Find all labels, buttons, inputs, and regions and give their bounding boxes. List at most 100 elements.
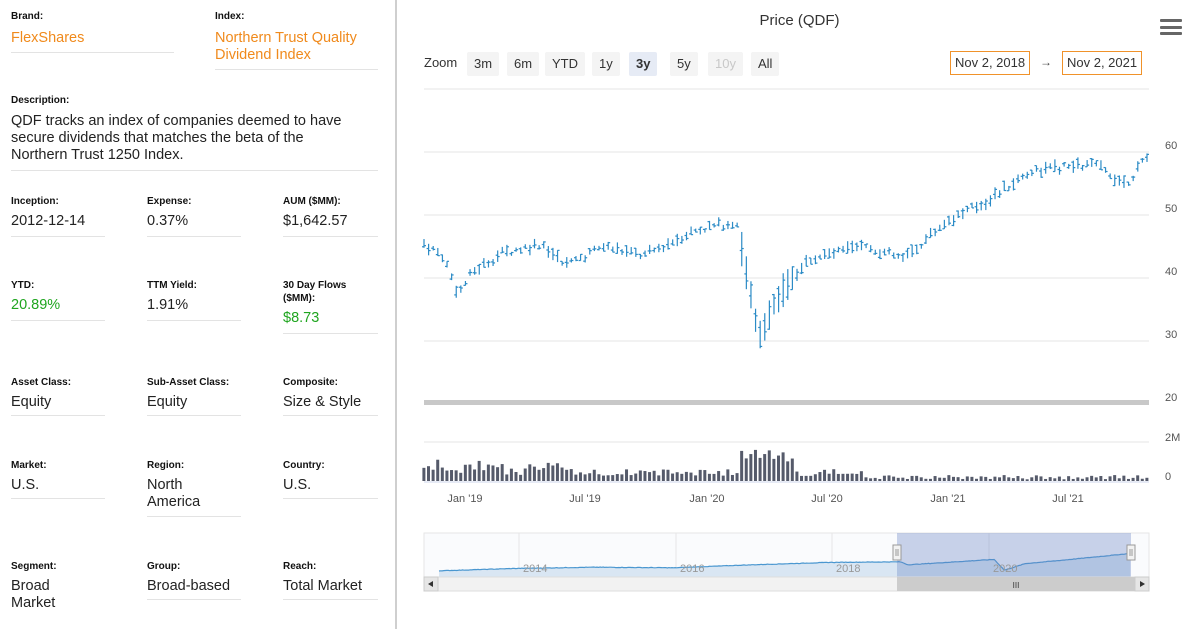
scrollbar-grip-icon[interactable]: III (1013, 581, 1020, 590)
volume-bar (680, 473, 684, 481)
volume-bar (790, 458, 794, 481)
y-tick-label-40: 40 (1165, 266, 1177, 278)
navigator-selected-range[interactable] (897, 533, 1131, 577)
volume-bar (473, 469, 477, 481)
index-value-line2[interactable]: Dividend Index (215, 47, 311, 63)
volume-bar (477, 460, 481, 481)
country-value: U.S. (283, 477, 312, 493)
volume-bar (915, 475, 919, 481)
volume-bar (905, 478, 909, 481)
segment-value-line1: Broad (11, 578, 50, 594)
volume-bar (1099, 476, 1103, 481)
volume-bar (675, 472, 679, 481)
navigator-label-2014: 2014 (523, 563, 547, 575)
segment-label: Segment: (11, 561, 57, 572)
volume-bar (1094, 477, 1098, 481)
region-label: Region: (147, 460, 185, 471)
date-range-arrow: → (1040, 55, 1052, 69)
volume-bar (1067, 476, 1071, 481)
volume-bar (611, 475, 615, 481)
pane-separator[interactable] (424, 400, 1149, 405)
x-tick-label-jul-19: Jul '19 (569, 493, 600, 505)
aum-value: $1,642.57 (283, 213, 348, 229)
volume-bar (454, 470, 458, 481)
zoom-all-button[interactable]: All (751, 52, 780, 76)
date-from-input[interactable]: Nov 2, 2018 (950, 51, 1031, 75)
date-to-input[interactable]: Nov 2, 2021 (1062, 51, 1143, 75)
ytd-cell: YTD: 20.89% (11, 279, 105, 321)
volume-bar (1136, 475, 1140, 481)
zoom-ytd-button[interactable]: YTD (545, 52, 585, 76)
ttm-yield-label: TTM Yield: (147, 280, 197, 291)
volume-bar (988, 478, 992, 481)
volume-bar (1085, 477, 1089, 481)
volume-bar (818, 472, 822, 481)
volume-bar (638, 470, 642, 481)
zoom-3m-button[interactable]: 3m (467, 52, 500, 76)
hamburger-menu-icon[interactable] (1160, 19, 1182, 37)
index-label: Index: (215, 11, 245, 22)
volume-bar (763, 454, 767, 481)
x-tick-label-jul-20: Jul '20 (811, 493, 842, 505)
volume-bar (1034, 475, 1038, 481)
navigator-label-2016: 2016 (680, 563, 704, 575)
volume-bar (684, 471, 688, 481)
volume-bar (1044, 478, 1048, 481)
zoom-6m-button[interactable]: 6m (507, 52, 540, 76)
index-value-line1[interactable]: Northern Trust Quality (215, 30, 357, 46)
flows-label-line1: 30 Day Flows (283, 280, 347, 291)
volume-bar (975, 478, 979, 481)
sub-asset-class-cell: Sub-Asset Class: Equity (147, 376, 241, 416)
volume-bar (523, 468, 527, 481)
zoom-3y-button[interactable]: 3y (629, 52, 658, 76)
zoom-5y-button[interactable]: 5y (670, 52, 698, 76)
volume-bar (597, 474, 601, 481)
zoom-1y-button[interactable]: 1y (592, 52, 620, 76)
navigator-left-handle[interactable] (892, 544, 902, 561)
region-cell: Region: North America (147, 459, 241, 517)
group-value: Broad-based (147, 578, 231, 594)
volume-bar (993, 476, 997, 481)
volume-bar (542, 468, 546, 481)
scroll-right-arrow-icon (1140, 581, 1145, 587)
volume-bar (850, 473, 854, 481)
volume-bar (1030, 477, 1034, 481)
scrollbar-thumb[interactable] (897, 577, 1135, 591)
volume-bar (496, 467, 500, 481)
volume-bar (998, 477, 1002, 481)
brand-value[interactable]: FlexShares (11, 30, 85, 46)
volume-bar (606, 475, 610, 481)
description-cell: Description: QDF tracks an index of comp… (11, 94, 378, 171)
volume-bar (864, 477, 868, 481)
volume-bar (463, 464, 467, 481)
price-series (422, 153, 1149, 349)
navigator-scrollbar[interactable]: III (423, 576, 1150, 592)
navigator-right-handle[interactable] (1126, 544, 1136, 561)
volume-bar (500, 464, 504, 481)
volume-bar (721, 475, 725, 481)
volume-bar (532, 466, 536, 481)
region-value-line1: North (147, 477, 183, 493)
volume-bar (509, 468, 513, 481)
volume-bar (772, 458, 776, 481)
volume-bar (569, 469, 573, 481)
volume-bar (928, 478, 932, 481)
volume-bar (956, 477, 960, 481)
volume-bar (951, 476, 955, 481)
segment-cell: Segment: Broad Market (11, 560, 105, 618)
volume-bar (588, 473, 592, 481)
inception-value: 2012-12-14 (11, 213, 86, 229)
volume-bar (1103, 479, 1107, 481)
volume-bar (574, 474, 578, 481)
navigator[interactable]: 2014 2016 2018 2020 (423, 532, 1150, 578)
volume-bar (1090, 475, 1094, 481)
y-tick-label-20: 20 (1165, 392, 1177, 404)
volume-bar (657, 475, 661, 481)
volume-bar (1016, 476, 1020, 481)
market-label: Market: (11, 460, 47, 471)
x-tick-label-jan-21: Jan '21 (930, 493, 965, 505)
composite-value: Size & Style (283, 394, 362, 410)
asset-class-value: Equity (11, 394, 52, 410)
volume-bar (730, 474, 734, 481)
volume-bar (717, 471, 721, 481)
